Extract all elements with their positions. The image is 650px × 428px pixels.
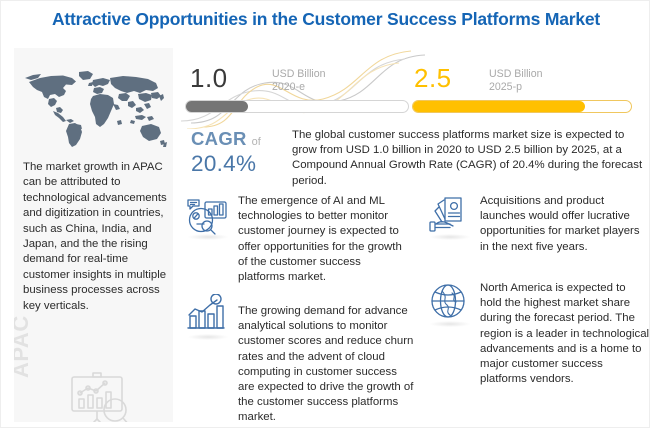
apac-description: The market growth in APAC can be attribu… <box>23 161 167 312</box>
metric-2025-unit-line1: USD Billion <box>489 68 543 80</box>
metric-2025-unit-line2: 2025-p <box>489 80 522 93</box>
icon-shadow <box>430 234 470 240</box>
icon-shadow <box>188 334 228 340</box>
metric-2020: 1.0 USD Billion 2020-e <box>185 63 490 113</box>
metric-2020-unit-line2: 2020-e <box>272 80 305 93</box>
apac-watermark-label: APAC <box>14 315 33 378</box>
world-map-icon <box>20 68 168 152</box>
lead-description: The global customer success platforms ma… <box>292 129 643 187</box>
metric-2020-unit: USD Billion 2020-e <box>272 68 326 93</box>
card-acquisitions-text: Acquisitions and product launches would … <box>480 195 640 253</box>
metric-2025-bar-fill <box>413 101 586 112</box>
hand-holding-documents-icon <box>428 194 472 240</box>
card-ai-ml-text: The emergence of AI and ML technologies … <box>238 195 402 284</box>
card-analytics-text: The growing demand for advance analytica… <box>238 305 414 424</box>
cagr-block: CAGR of 20.4% <box>191 128 291 177</box>
page-title: Attractive Opportunities in the Customer… <box>51 9 601 29</box>
ai-analytics-magnifier-icon <box>186 194 230 240</box>
cagr-of-label: of <box>251 136 261 148</box>
metric-2025-unit: USD Billion 2025-p <box>489 68 543 93</box>
metric-2020-unit-line1: USD Billion <box>272 68 326 80</box>
metric-2025-value: 2.5 <box>414 63 452 93</box>
apac-panel: The market growth in APAC can be attribu… <box>14 48 173 422</box>
metric-2025-bar <box>412 100 632 113</box>
metric-2020-bar-fill <box>186 101 249 112</box>
cagr-label-row: CAGR of <box>191 128 291 150</box>
card-north-america-text: North America is expected to hold the hi… <box>480 282 650 386</box>
icon-shadow <box>188 234 228 240</box>
presentation-analytics-icon <box>64 368 136 422</box>
cagr-value: 20.4% <box>191 151 257 176</box>
metric-2020-bar <box>185 100 409 113</box>
icon-shadow <box>430 321 470 327</box>
cagr-label: CAGR <box>191 128 247 149</box>
metric-2020-value: 1.0 <box>190 63 228 93</box>
metric-2025: 2.5 USD Billion 2025-p <box>412 63 649 113</box>
bar-chart-growth-icon <box>186 294 230 340</box>
globe-icon <box>428 281 472 327</box>
